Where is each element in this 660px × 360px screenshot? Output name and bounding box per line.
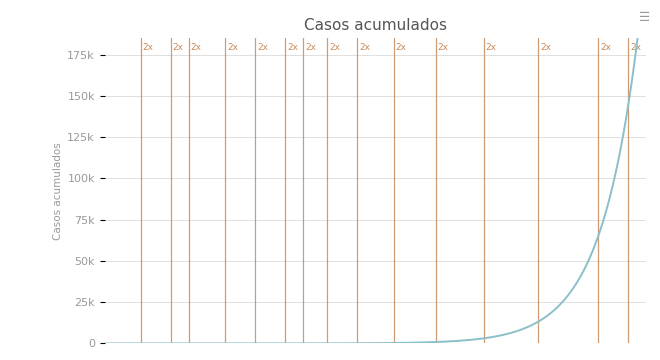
- Text: 2x: 2x: [395, 42, 407, 51]
- Text: 2x: 2x: [143, 42, 154, 51]
- Text: ☰: ☰: [639, 11, 650, 24]
- Text: 2x: 2x: [191, 42, 202, 51]
- Text: 2x: 2x: [486, 42, 497, 51]
- Text: 2x: 2x: [257, 42, 268, 51]
- Text: 2x: 2x: [630, 42, 642, 51]
- Y-axis label: Casos acumulados: Casos acumulados: [53, 142, 63, 240]
- Title: Casos acumulados: Casos acumulados: [304, 18, 447, 33]
- Text: 2x: 2x: [173, 42, 183, 51]
- Text: 2x: 2x: [540, 42, 551, 51]
- Text: 2x: 2x: [287, 42, 298, 51]
- Text: 2x: 2x: [600, 42, 611, 51]
- Text: 2x: 2x: [438, 42, 449, 51]
- Text: 2x: 2x: [359, 42, 370, 51]
- Text: 2x: 2x: [227, 42, 238, 51]
- Text: 2x: 2x: [329, 42, 340, 51]
- Text: 2x: 2x: [305, 42, 316, 51]
